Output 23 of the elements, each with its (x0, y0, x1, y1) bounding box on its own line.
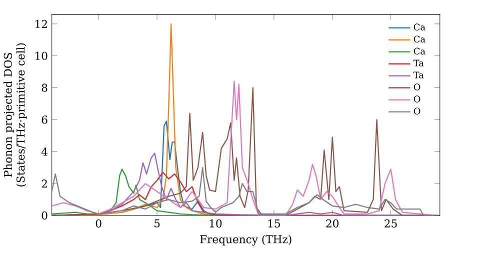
legend-label: Ta (413, 60, 424, 66)
legend-label: O (414, 96, 420, 102)
legend-label: Ca (414, 24, 426, 30)
x-tick-label: 20 (326, 219, 339, 228)
legend-label: Ca (414, 36, 426, 42)
y-tick-label: 2 (42, 180, 47, 188)
x-tick-label: 25 (384, 219, 397, 228)
y-tick-label: 10 (36, 52, 48, 60)
y-tick-label: 8 (42, 84, 48, 92)
y-tick-label: 4 (41, 148, 48, 156)
legend-label: Ta (413, 72, 424, 78)
x-tick-label: 0 (96, 219, 102, 228)
legend-label: O (414, 84, 420, 90)
x-tick-label: 15 (268, 219, 280, 228)
x-tick-label: 10 (210, 219, 222, 228)
y-tick-label: 12 (36, 20, 47, 28)
y-tick-label: 6 (42, 116, 48, 124)
x-axis-title: Frequency (THz) (200, 234, 292, 246)
legend-label: Ca (414, 48, 426, 54)
x-tick-label: 5 (154, 219, 160, 228)
legend-label: O (414, 108, 420, 114)
y-axis-title: Phonon projected DOS (States/THz·primitive cell) (4, 43, 27, 186)
y-tick-label: 0 (42, 211, 48, 220)
